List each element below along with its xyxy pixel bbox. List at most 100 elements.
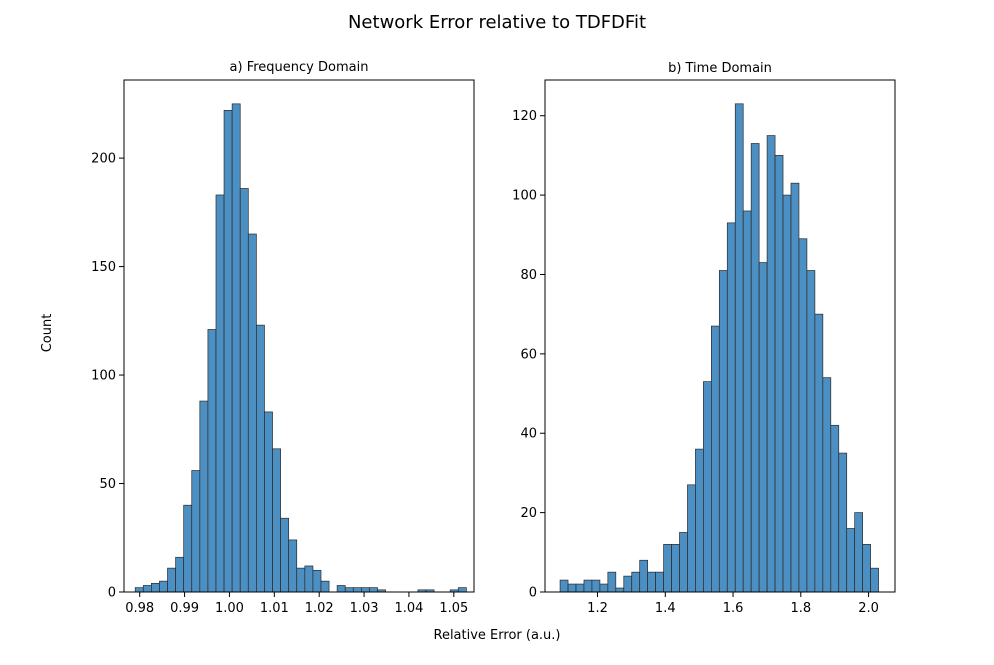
- panel-b-bar: [631, 571, 641, 593]
- panel-b-bars: [559, 103, 879, 593]
- panel-a-bar: [272, 448, 281, 593]
- panel-a-x-tick-label: 0.98: [125, 601, 154, 616]
- panel-a-bar: [134, 587, 144, 593]
- panel-a-x-tick-label: 1.04: [394, 601, 423, 616]
- panel-a-x-tick-label: 1.01: [260, 601, 289, 616]
- panel-b-bar: [655, 571, 664, 593]
- panel-b-bar: [599, 583, 609, 593]
- panel-b-bar: [671, 544, 680, 593]
- panel-b-bar: [687, 484, 696, 593]
- panel-b-bar: [591, 579, 601, 593]
- panel-b-ticks: 1.2 1.4 1.6 1.8 2.0 0 20 40 60 80 100 120: [512, 109, 879, 616]
- panel-b-bar: [575, 583, 585, 593]
- panel-b-bar: [647, 571, 656, 593]
- panel-a-ticks: 0.98 0.99 1.00 1.01 1.02 1.03 1.04 1.05 0 50 100 15…: [91, 152, 468, 616]
- panel-a-bar: [142, 585, 152, 593]
- panel-b-x-tick-label: 1.8: [790, 601, 811, 616]
- panel-a-bar: [320, 580, 330, 593]
- panel-a-bar: [256, 324, 265, 593]
- panel-b-bar: [798, 238, 808, 593]
- panel-a-bar: [175, 556, 185, 593]
- panel-b-y-tick-label: 120: [512, 109, 537, 124]
- panel-time-domain: b) Time Domain 1.2 1.4 1.6 1.8 2.00204060801…: [512, 61, 896, 616]
- panel-a-bar: [336, 585, 346, 593]
- panel-a-y-tick-label: 150: [91, 260, 116, 275]
- panel-b-bar: [870, 567, 879, 593]
- panel-b-bar: [790, 182, 800, 593]
- panel-b-x-tick-label: 1.6: [723, 601, 744, 616]
- panel-b-bar: [726, 222, 736, 593]
- panel-a-frame: [123, 79, 475, 593]
- panel-b-x-tick-label: 2.0: [858, 601, 879, 616]
- panel-b-y-tick-label: 60: [520, 347, 537, 362]
- panel-a-bar: [296, 567, 306, 593]
- panel-b-bar: [718, 270, 728, 593]
- y-axis-label: Count: [40, 314, 55, 353]
- panel-b-y-tick-label: 100: [512, 189, 537, 204]
- panel-a-bar: [361, 587, 370, 593]
- panel-a-x-tick-label: 1.03: [350, 601, 379, 616]
- panel-b-bar: [782, 194, 792, 593]
- panel-b-y-tick-label: 0: [529, 586, 537, 601]
- panel-a-bar: [352, 587, 362, 593]
- panel-b-y-tick-label: 20: [520, 506, 537, 521]
- panel-a-x-tick-label: 1.05: [439, 601, 468, 616]
- panel-a-bar: [183, 504, 193, 593]
- panel-b-bar: [830, 424, 840, 593]
- panel-a-bar: [215, 194, 225, 593]
- panel-b-bar: [806, 270, 816, 593]
- panel-b-bar: [822, 377, 832, 593]
- panel-b-bar: [734, 103, 744, 593]
- panel-b-y-tick-label: 80: [520, 268, 537, 283]
- panel-b-bar: [766, 135, 776, 593]
- x-axis-label: Relative Error (a.u.): [434, 628, 561, 643]
- panel-a-x-tick-label: 1.00: [215, 601, 244, 616]
- panel-b-bar: [742, 210, 752, 593]
- panel-b-bar: [607, 571, 617, 593]
- panel-a-bar: [457, 587, 467, 593]
- panel-b-bar: [679, 532, 688, 593]
- panel-b-bar: [615, 587, 625, 593]
- panel-a-bar: [151, 582, 160, 593]
- panel-a-y-tick-label: 0: [108, 586, 116, 601]
- panel-a-x-tick-label: 0.99: [170, 601, 199, 616]
- panel-a-bar: [288, 539, 298, 593]
- panel-a-x-tick-label: 1.02: [305, 601, 334, 616]
- panel-b-bar: [695, 448, 704, 593]
- panel-a-bar: [199, 400, 209, 593]
- panel-b-bar: [854, 512, 863, 593]
- panel-a-title: a) Frequency Domain: [230, 60, 369, 75]
- panel-b-bar: [583, 579, 593, 593]
- panel-b-bar: [639, 559, 649, 593]
- panel-a-bar: [159, 580, 168, 593]
- panel-a-bar: [312, 569, 322, 593]
- panel-frequency-domain: a) Frequency Domain 0.98 0.99 1.00 1.01 1.02…: [91, 60, 475, 616]
- panel-b-frame: [544, 79, 896, 593]
- panel-a-bar: [167, 567, 176, 593]
- panel-a-bar: [280, 517, 290, 593]
- panel-b-bar: [814, 313, 824, 593]
- panel-a-y-tick-label: 200: [91, 152, 116, 167]
- panel-a-bar: [207, 329, 217, 593]
- panel-a-bar: [231, 103, 241, 593]
- panel-b-x-tick-label: 1.4: [655, 601, 676, 616]
- panel-a-bar: [264, 411, 273, 593]
- panel-b-bar: [846, 528, 856, 593]
- panel-b-bar: [623, 575, 633, 593]
- panel-b-bar: [750, 143, 760, 593]
- panel-a-bar: [369, 587, 378, 593]
- panel-b-bar: [774, 155, 784, 593]
- panel-b-bar: [758, 262, 768, 593]
- panel-a-y-tick-label: 50: [99, 477, 116, 492]
- panel-a-bar: [304, 565, 314, 593]
- panel-b-y-tick-label: 40: [520, 427, 537, 442]
- panel-b-bar: [703, 381, 712, 593]
- panel-a-bar: [239, 188, 249, 593]
- panel-b-bar: [711, 325, 720, 593]
- panel-a-bar: [191, 470, 201, 593]
- panel-b-title: b) Time Domain: [668, 61, 772, 76]
- panel-a-y-tick-label: 100: [91, 369, 116, 384]
- panel-b-x-tick-label: 1.2: [587, 601, 608, 616]
